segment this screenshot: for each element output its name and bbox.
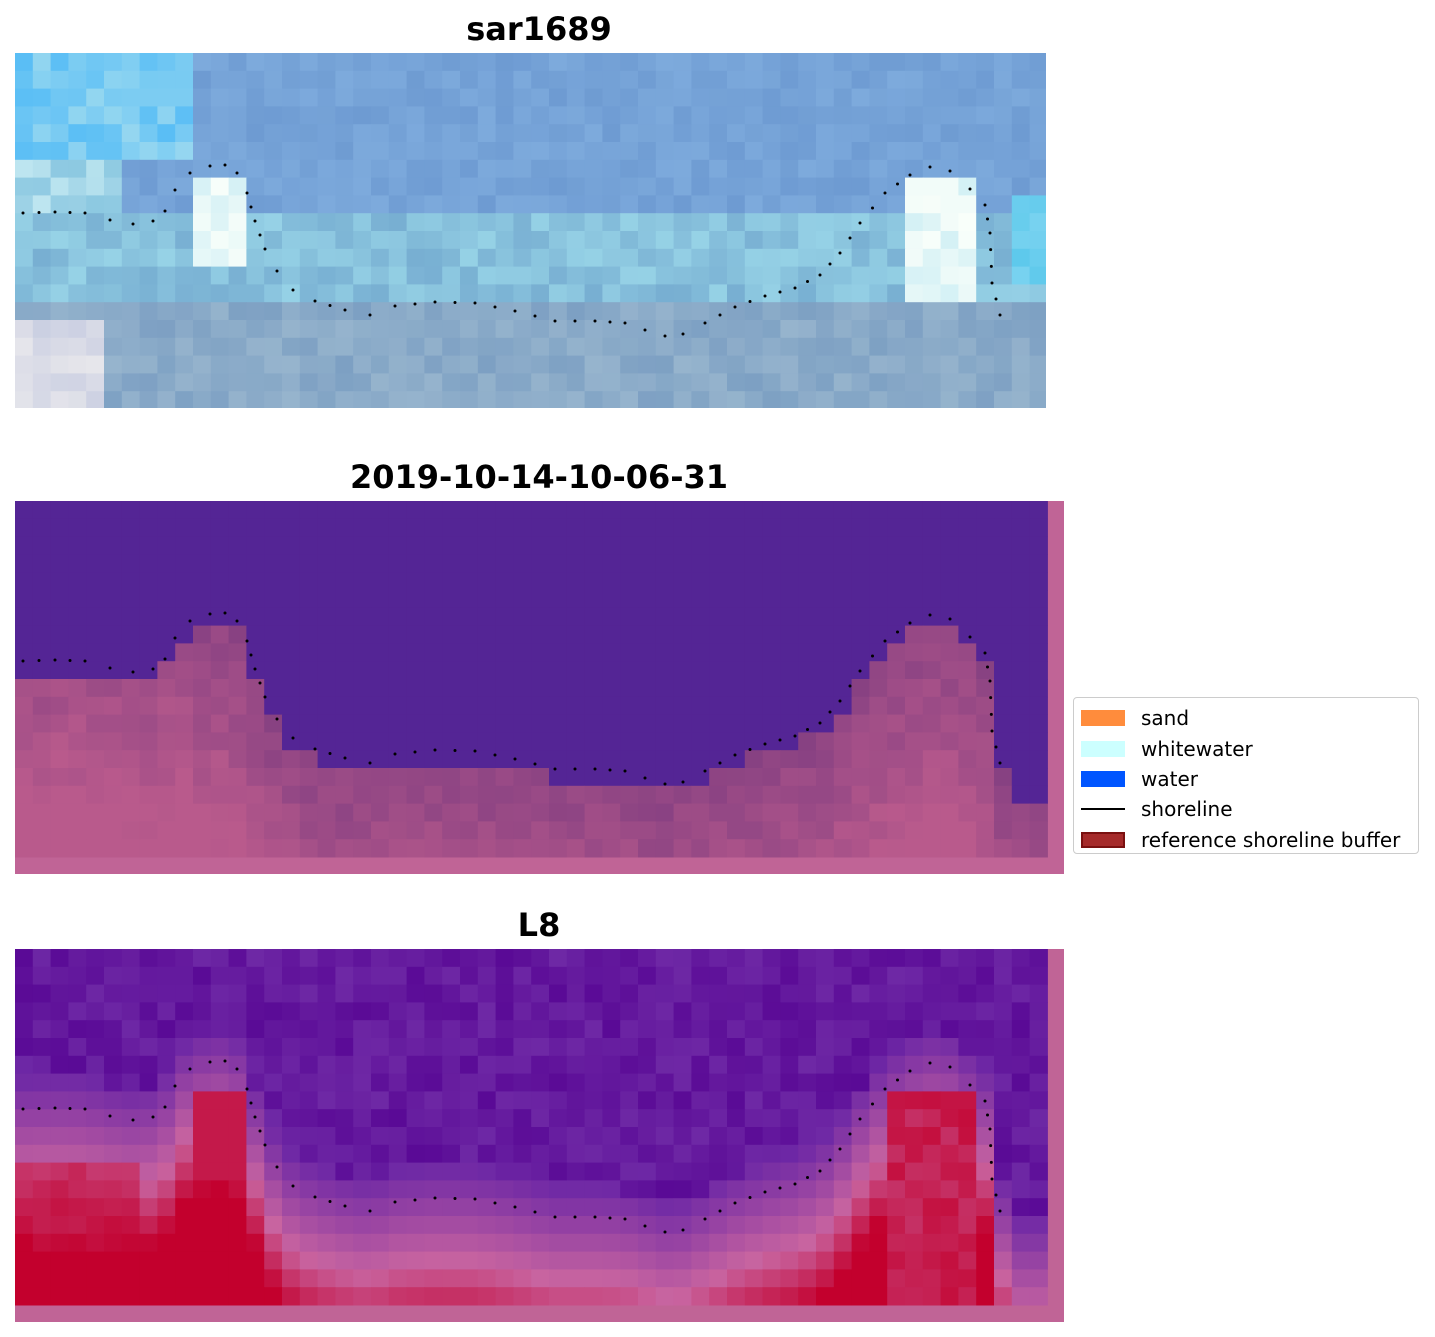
panel-1-title: sar1689 — [466, 10, 612, 48]
shoreline-1 — [21, 163, 1002, 338]
legend-label: sand — [1141, 706, 1190, 731]
rgb-image-panel — [15, 53, 1046, 408]
reference-buffer-swatch — [1081, 831, 1125, 848]
legend-label: reference shoreline buffer — [1141, 827, 1401, 852]
legend-label: water — [1141, 766, 1198, 791]
sand-swatch — [1081, 710, 1125, 727]
water-swatch — [1081, 770, 1125, 787]
legend: sand whitewater water shoreline referenc… — [1073, 697, 1419, 854]
panel-2-title: 2019-10-14-10-06-31 — [349, 458, 729, 496]
shoreline-3 — [21, 1059, 1002, 1234]
whitewater-swatch — [1081, 740, 1125, 757]
legend-item-sand: sand — [1074, 703, 1418, 733]
legend-item-reference-buffer: reference shoreline buffer — [1074, 825, 1418, 855]
index-image — [15, 949, 1064, 1322]
legend-label: whitewater — [1141, 736, 1253, 761]
legend-item-water: water — [1074, 764, 1418, 794]
legend-item-whitewater: whitewater — [1074, 733, 1418, 763]
classified-image-panel — [15, 501, 1064, 874]
shoreline-2 — [21, 611, 1002, 786]
rgb-image — [15, 53, 1046, 408]
legend-item-shoreline: shoreline — [1074, 794, 1418, 824]
shoreline-line-swatch — [1081, 808, 1125, 811]
classified-image — [15, 501, 1064, 874]
legend-label: shoreline — [1141, 797, 1233, 822]
index-image-panel — [15, 949, 1064, 1322]
panel-3-title: L8 — [517, 906, 561, 944]
